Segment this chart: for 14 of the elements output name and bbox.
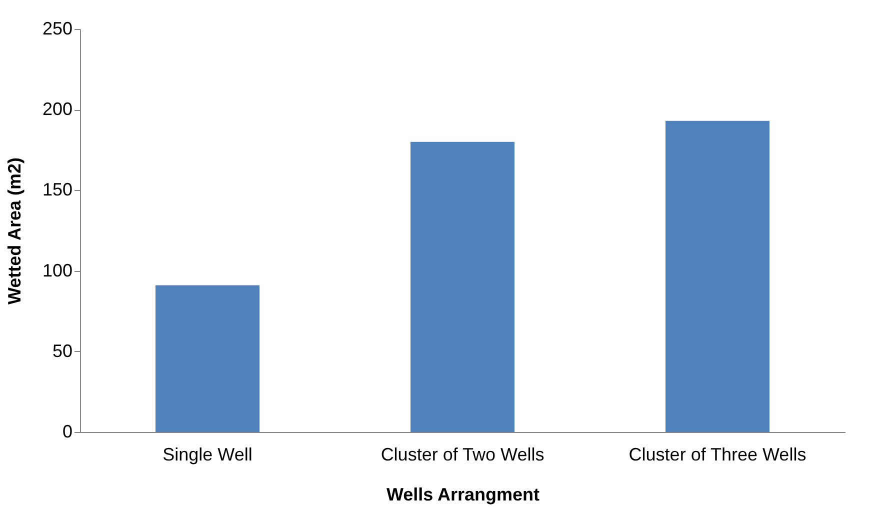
- x-tick-label: Cluster of Two Wells: [380, 444, 544, 464]
- bar: [410, 142, 514, 432]
- y-tick-label: 100: [42, 260, 72, 280]
- y-tick-label: 0: [62, 422, 72, 442]
- y-axis-title: Wetted Area (m2): [4, 157, 24, 305]
- x-tick-label: Cluster of Three Wells: [628, 444, 806, 464]
- y-tick-label: 200: [42, 99, 72, 120]
- x-tick-label: Single Well: [162, 444, 252, 464]
- y-tick-label: 150: [42, 180, 72, 200]
- y-tick-label: 50: [52, 340, 72, 361]
- bar: [156, 285, 260, 432]
- bar: [666, 120, 770, 432]
- x-axis-title: Wells Arrangment: [386, 484, 540, 504]
- y-tick-label: 250: [42, 18, 72, 38]
